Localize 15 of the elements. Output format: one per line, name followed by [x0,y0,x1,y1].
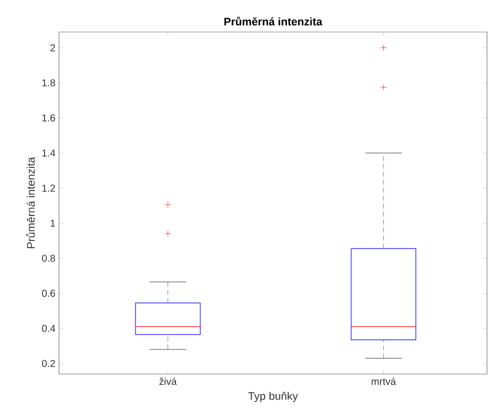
y-tick-label: 2 [50,44,55,52]
y-tick-label: 1.6 [42,114,56,122]
x-tick-label: mrtvá [372,378,396,385]
y-tick-label: 0.2 [42,360,55,367]
y-tick-label: 0.8 [42,254,56,262]
chart-title: Průměrná intenzita [224,16,322,26]
y-axis-title: Průměrná intenzita [26,157,35,248]
y-tick-label: 1.8 [42,79,56,86]
y-tick-label: 1 [50,220,55,227]
y-tick-label: 0.4 [42,324,56,332]
x-axis-title: Typ buňky [248,392,298,402]
x-tick-label: živá [159,378,177,385]
y-tick-label: 0.6 [42,290,56,297]
y-tick-label: 1.2 [42,184,55,192]
y-tick-label: 1.4 [42,150,56,156]
